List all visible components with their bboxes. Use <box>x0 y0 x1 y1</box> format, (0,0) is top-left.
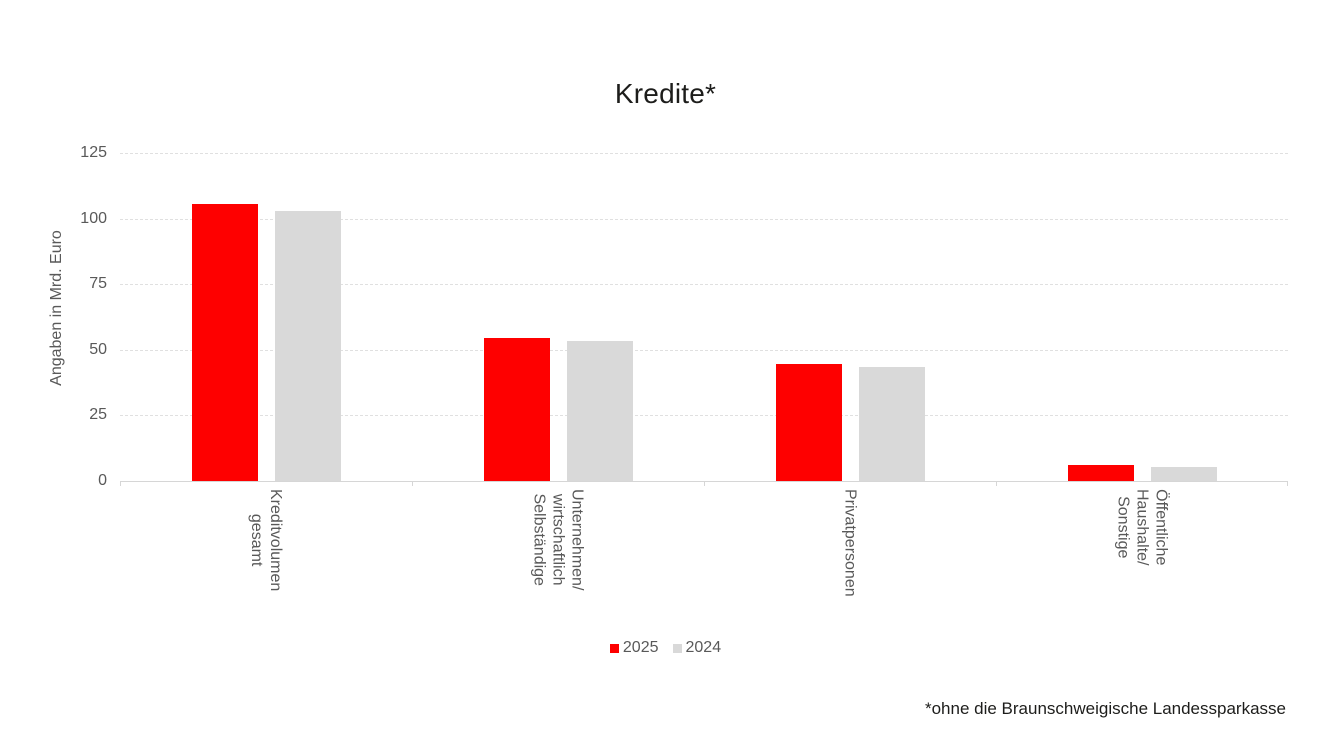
x-axis-label-line: Öffentliche <box>1152 489 1170 566</box>
y-tick-label-125: 125 <box>80 144 107 161</box>
x-axis-label-line: Selbständige <box>530 493 548 586</box>
bar-2025-group-0 <box>191 204 258 481</box>
legend-item-2025: 2025 <box>609 639 659 657</box>
x-axis-tick <box>996 481 997 486</box>
gridline-75 <box>120 284 1288 286</box>
bar-2024-group-2 <box>858 366 925 481</box>
x-axis-label-text: Kreditvolumen gesamt <box>247 489 285 591</box>
y-axis-tick-labels: 0 25 50 75 100 125 <box>0 144 107 489</box>
y-tick-label-100: 100 <box>80 209 107 227</box>
bar-2025-group-1 <box>483 338 550 481</box>
legend-item-2024: 2024 <box>672 639 722 657</box>
y-tick-label-0: 0 <box>98 472 107 489</box>
bar-2025-group-2 <box>775 364 842 481</box>
y-tick-label-75: 75 <box>89 275 107 293</box>
y-tick-label-25: 25 <box>89 406 107 424</box>
x-axis-tick <box>704 481 705 486</box>
x-axis-label-line: Sonstige <box>1114 496 1132 559</box>
x-axis-tick <box>412 481 413 486</box>
x-axis-label-line: Privatpersonen <box>841 489 859 597</box>
legend-label: 2025 <box>622 639 659 656</box>
legend-swatch-icon <box>609 643 619 653</box>
plot-area <box>120 153 1288 486</box>
footnote: *ohne die Braunschweigische Landessparka… <box>924 699 1286 718</box>
x-axis-label-text: Unternehmen/wirtschaftlich Selbständige <box>530 489 587 590</box>
legend-label: 2024 <box>685 639 722 656</box>
x-axis-label-line: gesamt <box>248 513 265 567</box>
gridline-100 <box>120 218 1288 220</box>
x-axis-label-text: Öffentliche Haushalte/Sonstige <box>1114 489 1171 566</box>
gridline-125 <box>120 153 1288 154</box>
x-axis-label-line: wirtschaftlich <box>549 493 567 586</box>
legend-swatch-icon <box>672 643 682 653</box>
bar-2024-group-3 <box>1150 466 1217 481</box>
gridline-25 <box>120 415 1288 417</box>
bar-2024-group-1 <box>566 340 633 481</box>
x-axis-label-line: Kreditvolumen <box>267 489 284 592</box>
y-tick-label-50: 50 <box>89 340 107 358</box>
legend: 2025 2024 <box>0 639 1331 657</box>
bar-2025-group-3 <box>1067 465 1134 481</box>
chart-title: Kredite* <box>614 78 717 109</box>
gridline-50 <box>120 349 1288 351</box>
x-axis-label-line: Unternehmen/ <box>568 489 586 591</box>
bar-2024-group-0 <box>274 210 341 481</box>
x-axis-tick <box>1287 481 1288 486</box>
x-axis-tick <box>120 481 121 486</box>
x-axis-label-line: Haushalte/ <box>1133 489 1151 566</box>
x-axis-label-text: Privatpersonen <box>841 489 860 597</box>
